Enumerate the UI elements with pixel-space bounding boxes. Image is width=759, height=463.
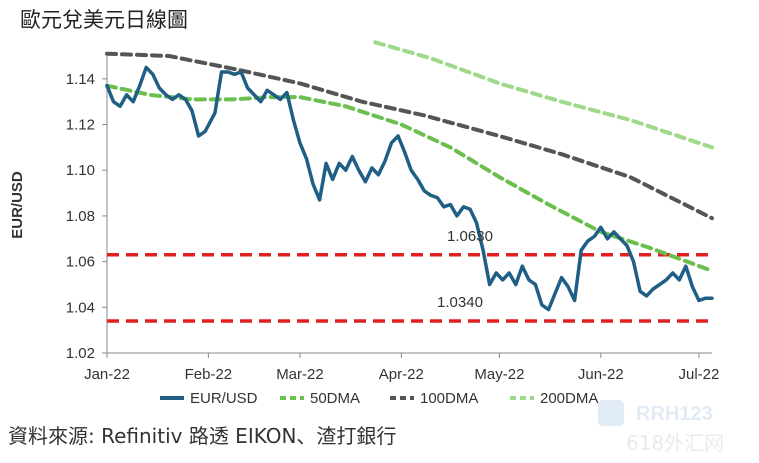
plot-area: 1.02 1.04 1.06 1.08 1.10 1.12 1.14 Jan-22 Feb-22… (66, 40, 719, 383)
x-tick-label: Apr-22 (379, 366, 424, 383)
x-tick-label: Jun-22 (578, 366, 624, 383)
series-line-100dma (105, 51, 714, 221)
y-tick-label: 1.06 (66, 254, 95, 271)
svg-text:RRH123: RRH123 (636, 403, 713, 425)
legend-label: 50DMA (310, 390, 360, 407)
watermark-logo: RRH123 618外汇网 (598, 400, 724, 455)
y-tick-label: 1.10 (66, 162, 95, 179)
series-line-eurusd (105, 65, 714, 312)
legend-label: EUR/USD (190, 390, 258, 407)
x-tick-label: May-22 (474, 366, 524, 383)
series-line-200dma (373, 40, 714, 150)
y-tick-label: 1.02 (66, 345, 95, 362)
chart-title: 歐元兌美元日線圖 (20, 8, 188, 32)
y-tick-label: 1.04 (66, 299, 95, 316)
legend: EUR/USD 50DMA 100DMA 200DMA (160, 390, 598, 407)
y-tick-label: 1.14 (66, 71, 95, 88)
legend-label: 100DMA (420, 390, 478, 407)
source-note: 資料來源: Refinitiv 路透 EIKON、渣打銀行 (8, 424, 397, 448)
x-tick-label: Feb-22 (185, 366, 233, 383)
y-axis-label: EUR/USD (9, 171, 26, 239)
x-tick-label: Jul-22 (678, 366, 719, 383)
y-tick-label: 1.08 (66, 208, 95, 225)
svg-text:618外汇网: 618外汇网 (626, 431, 724, 455)
reference-line-label: 1.0630 (447, 228, 493, 245)
x-tick-label: Mar-22 (276, 366, 324, 383)
legend-label: 200DMA (540, 390, 598, 407)
series-line-50dma (105, 83, 714, 273)
x-tick-label: Jan-22 (84, 366, 130, 383)
y-tick-label: 1.12 (66, 117, 95, 134)
reference-line-label: 1.0340 (437, 294, 483, 311)
